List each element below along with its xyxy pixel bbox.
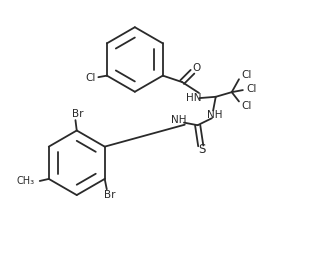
Text: Cl: Cl bbox=[85, 73, 95, 83]
Text: Br: Br bbox=[104, 191, 115, 200]
Text: CH₃: CH₃ bbox=[16, 176, 35, 186]
Text: O: O bbox=[193, 63, 201, 73]
Text: Cl: Cl bbox=[241, 101, 251, 111]
Text: Br: Br bbox=[72, 109, 83, 119]
Text: Cl: Cl bbox=[241, 70, 251, 80]
Text: HN: HN bbox=[186, 93, 201, 103]
Text: S: S bbox=[198, 143, 206, 156]
Text: Cl: Cl bbox=[247, 84, 257, 94]
Text: NH: NH bbox=[171, 115, 187, 125]
Text: NH: NH bbox=[207, 110, 222, 120]
